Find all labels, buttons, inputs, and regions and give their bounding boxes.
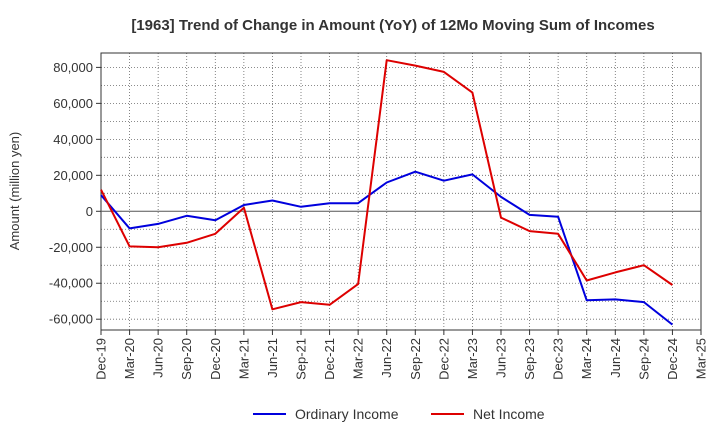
x-tick-label: Jun-21 [265, 338, 280, 378]
x-tick-label: Mar-23 [465, 338, 480, 379]
x-tick-label: Jun-22 [379, 338, 394, 378]
x-tick-label: Dec-23 [551, 338, 566, 380]
y-tick-label: -20,000 [49, 240, 93, 255]
y-tick-label: 0 [86, 204, 93, 219]
grid-lines [101, 53, 701, 330]
x-tick-label: Sep-23 [522, 338, 537, 380]
x-tick-label: Dec-21 [322, 338, 337, 380]
x-tick-label: Jun-24 [608, 338, 623, 378]
x-tick-label: Sep-24 [636, 338, 651, 380]
legend-label: Net Income [473, 406, 545, 422]
x-tick-label: Jun-23 [494, 338, 509, 378]
y-tick-label: 60,000 [53, 96, 93, 111]
x-tick-label: Mar-24 [579, 338, 594, 379]
plot-area [100, 52, 702, 331]
y-tick-label: 40,000 [53, 132, 93, 147]
y-axis-ticks: -60,000 -40,000 -20,000 0 20,000 40,000 60,000… [49, 60, 101, 327]
series-layer [100, 59, 674, 326]
x-tick-label: Dec-19 [94, 338, 109, 380]
x-tick-label: Mar-25 [694, 338, 709, 379]
x-tick-label: Mar-20 [122, 338, 137, 379]
series-line-1 [100, 59, 673, 311]
x-tick-label: Jun-20 [151, 338, 166, 378]
y-tick-label: 20,000 [53, 168, 93, 183]
x-tick-label: Dec-20 [208, 338, 223, 380]
chart-title: [1963] Trend of Change in Amount (YoY) o… [131, 17, 654, 34]
x-tick-label: Dec-24 [665, 338, 680, 380]
legend: Ordinary Income Net Income [253, 406, 545, 422]
x-tick-label: Mar-22 [351, 338, 366, 379]
series-line-0 [100, 170, 674, 326]
y-axis-label: Amount (million yen) [7, 132, 22, 251]
y-tick-label: -40,000 [49, 276, 93, 291]
legend-label: Ordinary Income [295, 406, 399, 422]
y-tick-label: -60,000 [49, 312, 93, 327]
x-tick-label: Mar-21 [236, 338, 251, 379]
x-axis-ticks: Dec-19 Mar-20 Jun-20 Sep-20 Dec-20 Mar-21 Jun-… [94, 330, 709, 380]
x-tick-label: Sep-22 [408, 338, 423, 380]
y-tick-label: 80,000 [53, 60, 93, 75]
x-tick-label: Sep-20 [179, 338, 194, 380]
x-tick-label: Sep-21 [294, 338, 309, 380]
x-tick-label: Dec-22 [436, 338, 451, 380]
